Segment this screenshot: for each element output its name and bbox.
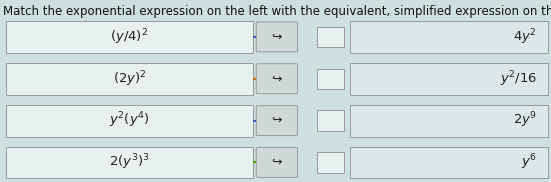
Text: $y^2(y^4)$: $y^2(y^4)$	[109, 111, 150, 130]
FancyBboxPatch shape	[350, 105, 548, 136]
FancyBboxPatch shape	[317, 27, 344, 47]
Text: $y^6$: $y^6$	[521, 153, 537, 172]
FancyBboxPatch shape	[256, 147, 298, 177]
FancyBboxPatch shape	[6, 147, 253, 178]
Text: Match the exponential expression on the left with the equivalent, simplified exp: Match the exponential expression on the …	[3, 5, 551, 18]
FancyBboxPatch shape	[6, 21, 253, 53]
FancyBboxPatch shape	[317, 69, 344, 89]
Text: ↪: ↪	[272, 114, 282, 127]
Text: $2(y^3)^3$: $2(y^3)^3$	[109, 153, 150, 172]
FancyBboxPatch shape	[6, 105, 253, 136]
Text: ↪: ↪	[272, 30, 282, 43]
FancyBboxPatch shape	[350, 63, 548, 95]
Text: $(2y)^2$: $(2y)^2$	[112, 69, 147, 88]
Text: ↪: ↪	[272, 72, 282, 85]
FancyBboxPatch shape	[256, 64, 298, 94]
FancyBboxPatch shape	[317, 110, 344, 131]
FancyBboxPatch shape	[317, 152, 344, 173]
Text: $y^2/16$: $y^2/16$	[500, 69, 537, 88]
Text: ↪: ↪	[272, 156, 282, 169]
FancyBboxPatch shape	[6, 63, 253, 95]
FancyBboxPatch shape	[256, 22, 298, 52]
Text: $(y/4)^2$: $(y/4)^2$	[110, 27, 149, 47]
FancyBboxPatch shape	[350, 21, 548, 53]
FancyBboxPatch shape	[350, 147, 548, 178]
Text: $4y^2$: $4y^2$	[514, 27, 537, 47]
FancyBboxPatch shape	[256, 106, 298, 136]
Text: $2y^9$: $2y^9$	[513, 111, 537, 130]
